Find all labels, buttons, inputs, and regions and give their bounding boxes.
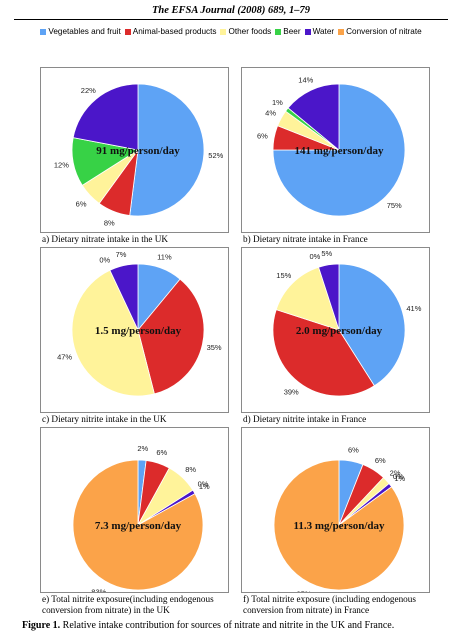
panel-f: 6% 6% 2%0%1% 85% 11.3 mg/person/day (241, 427, 430, 593)
journal-header: The EFSA Journal (2008) 689, 1–79 (151, 5, 311, 16)
legend-label: Water (312, 27, 335, 36)
pie-slice-vegetables-and-fruit (272, 83, 406, 217)
slice-data-label: 1% (272, 98, 283, 107)
slice-data-label: 35% (207, 343, 222, 352)
legend-label: Beer (283, 27, 301, 36)
slice-data-label: 47% (57, 352, 72, 361)
legend-swatch (338, 28, 345, 35)
panel-d: 41% 39% 15% 0% 5% 2.0 mg/person/day (241, 247, 430, 413)
panel-b: 75% 6% 4% 1% 14% 141 mg/person/day (241, 67, 430, 233)
slice-data-label: 2% (137, 444, 148, 453)
pie-chart-svg: 41% 39% 15% 0% 5% 2.0 mg/person/day (272, 249, 422, 397)
figure-caption-text: Relative intake contribution for sources… (60, 620, 395, 631)
legend-item-water: Water (304, 27, 335, 36)
slice-data-label: 5% (321, 249, 332, 258)
slice-data-label: 22% (81, 86, 96, 95)
pie-slice-water (318, 263, 340, 331)
slice-data-label: 11% (157, 253, 172, 262)
chart-legend: Vegetables and fruit Animal-based produc… (0, 27, 462, 36)
slice-data-label: 0% (393, 472, 404, 481)
pie-center-label: 91 mg/person/day (96, 145, 180, 157)
legend-label: Conversion of nitrate (346, 27, 422, 36)
slice-data-label: 39% (284, 388, 299, 397)
slice-data-label: 1% (199, 482, 210, 491)
pie-slice-water (72, 83, 139, 151)
legend-swatch (304, 28, 311, 35)
panel-e: 2% 6% 8% 0% 1% 83% 7.3 mg/person/day (40, 427, 229, 593)
pie-center-label: 11.3 mg/person/day (293, 520, 385, 532)
pie-slice-other-foods (71, 269, 155, 397)
pie-center-label: 1.5 mg/person/day (95, 325, 182, 337)
panel-a: 52% 8% 6% 12% 22% 91 mg/person/day (40, 67, 229, 233)
slice-data-label: 15% (276, 271, 291, 280)
slice-data-label: 52% (208, 151, 223, 160)
legend-swatch (40, 28, 47, 35)
slice-data-label: 0% (99, 255, 110, 264)
slice-data-label: 8% (104, 219, 115, 228)
figure-caption-prefix: Figure 1. (22, 620, 61, 631)
figure-caption: Figure 1. Relative intake contribution f… (22, 620, 452, 631)
legend-label: Other foods (228, 27, 272, 36)
legend-swatch (275, 28, 282, 35)
slice-data-label: 6% (156, 448, 167, 457)
pie-center-label: 141 mg/person/day (295, 145, 384, 157)
legend-item-vegetables: Vegetables and fruit (40, 27, 121, 36)
legend-swatch (124, 28, 131, 35)
caption-b: b) Dietary nitrate intake in France (243, 234, 368, 244)
pie-slice-animal-based-products (137, 278, 205, 395)
caption-a: a) Dietary nitrate intake in the UK (42, 234, 169, 244)
slice-data-label: 12% (54, 161, 69, 170)
slice-data-label: 6% (76, 199, 87, 208)
slice-data-label: 0% (198, 480, 209, 489)
legend-item-other: Other foods (220, 27, 271, 36)
caption-d: d) Dietary nitrite intake in France (243, 414, 367, 424)
pie-slice-vegetables-and-fruit (129, 83, 205, 217)
slice-data-label: 2% (390, 468, 401, 477)
slice-data-label: 4% (265, 108, 276, 117)
pie-center-label: 2.0 mg/person/day (296, 325, 383, 337)
pie-slice-water (109, 263, 139, 331)
pie-chart-svg: 2% 6% 8%0%1% 83% 7.3 mg/person/day (72, 444, 210, 592)
pie-chart-svg: 52% 8% 6% 12% 22% 91 mg/person/day (54, 83, 224, 228)
slice-data-label: 6% (257, 131, 268, 140)
pie-center-label: 7.3 mg/person/day (95, 520, 182, 532)
slice-data-label: 0% (309, 252, 320, 261)
caption-e: e) Total nitrite exposure(including endo… (42, 594, 214, 615)
pie-slice-animal-based-products (272, 309, 375, 397)
slice-data-label: 6% (375, 456, 386, 465)
legend-item-beer: Beer (275, 27, 301, 36)
header-rule (14, 19, 448, 20)
slice-data-label: 6% (348, 445, 359, 454)
slice-data-label: 1% (394, 474, 405, 483)
pie-chart-svg: 6% 6% 2%0%1% 85% 11.3 mg/person/day (273, 445, 406, 592)
caption-c: c) Dietary nitrite intake in the UK (42, 414, 167, 424)
pie-chart-svg: 11% 35% 47% 0% 7% 1.5 mg/person/day (57, 250, 222, 397)
pie-chart-svg: 75% 6% 4%1% 14% 141 mg/person/day (257, 75, 406, 217)
slice-data-label: 75% (387, 201, 402, 210)
pie-slice-conversion-of-nitrate (273, 459, 405, 591)
slice-data-label: 7% (116, 250, 127, 259)
legend-swatch (220, 28, 227, 35)
slice-data-label: 8% (185, 465, 196, 474)
slice-data-label: 14% (298, 75, 313, 84)
legend-item-animal: Animal-based products (124, 27, 217, 36)
legend-label: Animal-based products (132, 27, 217, 36)
legend-item-conversion: Conversion of nitrate (338, 27, 422, 36)
panel-c: 11% 35% 47% 0% 7% 1.5 mg/person/day (40, 247, 229, 413)
pie-slice-conversion-of-nitrate (72, 459, 204, 591)
legend-label: Vegetables and fruit (48, 27, 121, 36)
slice-data-label: 85% (296, 590, 311, 592)
slice-data-label: 41% (406, 304, 421, 313)
caption-f: f) Total nitrite exposure (including end… (243, 594, 416, 615)
pie-slice-water (287, 83, 340, 151)
slice-data-label: 83% (91, 587, 106, 592)
